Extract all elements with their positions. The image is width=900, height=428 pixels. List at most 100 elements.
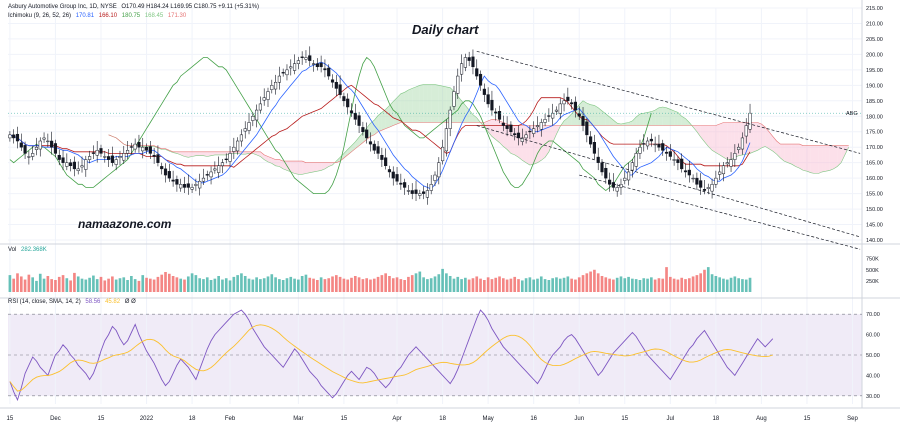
candle-body (125, 150, 130, 154)
candle-body (239, 134, 244, 142)
ichimoku-cloud-segment (324, 162, 329, 169)
volume-bar (209, 280, 213, 292)
ichimoku-cloud-segment (218, 151, 223, 155)
candle-body (384, 157, 388, 167)
candle-body (361, 127, 365, 132)
time-axis-label: 18 (189, 416, 196, 422)
volume-bar (160, 274, 164, 292)
volume-bar (581, 275, 585, 292)
candle-body (395, 174, 399, 182)
candle-body (107, 156, 111, 160)
candle-body (270, 85, 274, 90)
ichimoku-cloud-segment (419, 84, 424, 123)
volume-bar (145, 277, 148, 292)
candle-body (19, 142, 23, 148)
ichimoku-cloud-segment (279, 159, 284, 169)
candle-body (406, 190, 411, 192)
ichimoku-cloud-segment (260, 151, 265, 160)
volume-bar (501, 278, 505, 292)
candle-body (232, 146, 236, 152)
ichimoku-value-tenkan: 170.81 (75, 13, 95, 19)
ichimoku-cloud-segment (412, 86, 417, 123)
price-axis-tick: 145.00 (866, 223, 883, 229)
volume-bar (365, 278, 369, 292)
volume-bar (152, 279, 156, 292)
candle-body (330, 79, 335, 83)
volume-bar (505, 279, 509, 292)
ichimoku-cloud-segment (776, 141, 781, 159)
ichimoku-cloud-segment (822, 145, 826, 172)
time-axis-label: Jun (574, 416, 584, 422)
volume-bar (509, 278, 513, 292)
volume-bar (551, 278, 554, 292)
volume-bar (221, 279, 224, 292)
volume-bar (733, 276, 737, 292)
candle-body (520, 137, 524, 142)
candle-body (38, 140, 42, 150)
symbol-line: Asbury Automotive Group Inc, 1D, NYSE (8, 4, 117, 10)
rsi-legend: RSI (14, close, SMA, 14, 2) 58.56 45.82 … (8, 299, 139, 305)
candle-body (543, 119, 547, 123)
volume-bar (687, 278, 691, 292)
volume-bar (623, 278, 627, 292)
price-axis-tick: 160.00 (866, 176, 883, 182)
volume-bar (236, 275, 239, 292)
price-axis-tick: 170.00 (866, 145, 883, 151)
candle-body (422, 191, 426, 194)
volume-bar (638, 280, 642, 292)
ichimoku-cloud-segment (283, 161, 287, 171)
candle-body (516, 132, 521, 139)
candle-body (194, 184, 198, 186)
candle-body (65, 162, 69, 167)
candle-body (554, 109, 559, 112)
candle-body (365, 129, 369, 139)
candle-body (72, 161, 77, 170)
ichimoku-cloud-segment (222, 151, 227, 155)
volume-bar (213, 278, 217, 292)
candle-body (702, 189, 707, 191)
ichimoku-cloud-segment (404, 89, 409, 123)
ichimoku-cloud-segment (643, 112, 648, 126)
time-axis-label: 15 (341, 416, 348, 422)
ichimoku-value-chikou: 180.75 (121, 13, 141, 19)
time-axis-label: May (482, 416, 493, 422)
candle-body (315, 63, 319, 68)
chart-title: Daily chart (412, 22, 479, 37)
price-axis-tick: 150.00 (866, 207, 883, 213)
candle-body (304, 57, 308, 60)
ichimoku-cloud-segment (518, 125, 523, 161)
ichimoku-value-span-a: 168.45 (144, 13, 164, 19)
candle-body (342, 96, 346, 102)
ichimoku-cloud-segment (662, 106, 667, 126)
ichimoku-cloud-segment (639, 113, 644, 126)
ichimoku-cloud-segment (347, 145, 352, 155)
time-axis-label: Mar (293, 416, 303, 422)
ichimoku-cloud-segment (780, 144, 785, 162)
trendline-upper (476, 50, 861, 154)
volume-bar (668, 276, 672, 292)
volume-bar (464, 277, 467, 292)
candle-body (152, 154, 156, 157)
ichimoku-cloud-segment (545, 125, 549, 158)
ichimoku-cloud-segment (841, 145, 845, 163)
price-axis-tick: 210.00 (866, 21, 883, 27)
candle-body (748, 112, 752, 130)
volume-bar (202, 279, 205, 292)
volume-bar (536, 278, 539, 292)
candle-body (372, 143, 376, 151)
ichimoku-kijun-line (9, 84, 751, 168)
candle-body (247, 122, 251, 131)
candle-body (664, 151, 669, 154)
time-axis-label: Sep (847, 416, 858, 422)
candle-body (114, 159, 118, 165)
price-axis-tick: 165.00 (866, 161, 883, 167)
ichimoku-cloud-segment (613, 120, 618, 126)
candle-body (144, 146, 149, 151)
volume-bar (126, 280, 129, 292)
candle-body (645, 140, 650, 147)
ichimoku-cloud-segment (814, 145, 819, 174)
ichimoku-cloud-segment (317, 162, 322, 172)
volume-bar (725, 279, 729, 292)
candle-body (744, 125, 748, 137)
